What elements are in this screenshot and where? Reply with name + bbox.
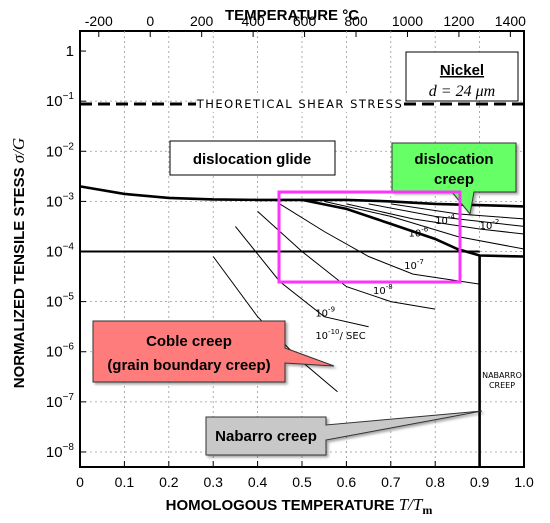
coble-creep-label-1: Coble creep xyxy=(146,333,232,350)
material-box xyxy=(405,51,519,102)
strain-rate-label: 10-7 xyxy=(404,258,424,272)
strain-rate-label: 10-4 xyxy=(435,213,455,227)
y-tick-label: 1 xyxy=(66,43,74,60)
strain-rate-contour xyxy=(279,203,480,285)
top-axis-title: TEMPERATURE °C xyxy=(225,7,359,24)
top-tick-label: 400 xyxy=(241,13,265,29)
y-tick-label: 10−5 xyxy=(46,292,75,311)
top-tick-label: 1400 xyxy=(495,13,526,29)
x-tick-label: 1.0 xyxy=(514,474,534,490)
x-tick-label: 0.2 xyxy=(159,474,179,490)
dislocation-glide-label: dislocation glide xyxy=(193,151,311,168)
coble-creep-callout xyxy=(92,320,335,383)
y-tick-label: 10−8 xyxy=(46,442,75,461)
glide-boundary-line xyxy=(79,185,525,208)
top-tick-label: 200 xyxy=(190,13,214,29)
left-axis-title: NORMALIZED TENSILE STESS σ/G xyxy=(9,138,28,388)
x-tick-label: 0 xyxy=(76,474,84,490)
bottom-axis-title: HOMOLOGOUS TEMPERATURE T/Tm xyxy=(166,495,433,517)
shear-stress-label-bg xyxy=(196,94,404,112)
nabarro-creep-label: Nabarro creep xyxy=(215,428,317,445)
x-tick-label: 0.6 xyxy=(337,474,357,490)
x-tick-label: 0.9 xyxy=(470,474,490,490)
strain-rate-label: 10-8 xyxy=(373,283,393,297)
top-tick-label: 1000 xyxy=(392,13,423,29)
creep-boundary-line xyxy=(301,198,525,258)
strain-rate-label: 10-6 xyxy=(409,225,429,239)
mechanism-boundaries xyxy=(79,185,525,467)
coble-creep-label-2: (grain boundary creep) xyxy=(107,357,270,374)
strain-rate-contour xyxy=(390,203,525,220)
y-tick-label: 10−4 xyxy=(46,242,75,261)
y-tick-label: 10−6 xyxy=(46,342,75,361)
strain-rate-contour xyxy=(257,211,436,310)
axis-ticks: 0 0.1 0.2 0.3 0.4 0.5 0.6 0.7 0.8 0.9 1.0 -200 0 200 4… xyxy=(46,13,534,490)
strain-rate-label: 10-2 xyxy=(480,218,500,232)
strain-rate-label: 10-9 xyxy=(315,306,335,320)
top-tick-label: 1200 xyxy=(443,13,474,29)
grain-size-label: d = 24 μm xyxy=(429,83,495,100)
nabarro-hand-label-2: CREEP xyxy=(489,381,515,390)
x-tick-label: 0.7 xyxy=(381,474,401,490)
y-tick-label: 10−3 xyxy=(46,191,75,210)
x-tick-label: 0.1 xyxy=(115,474,135,490)
dislocation-creep-label-1: dislocation xyxy=(414,151,493,168)
y-tick-label: 10−2 xyxy=(46,141,75,160)
shear-stress-label: THEORETICAL SHEAR STRESS xyxy=(196,97,404,111)
top-tick-label: -200 xyxy=(85,13,113,29)
x-tick-label: 0.5 xyxy=(292,474,312,490)
material-label: Nickel xyxy=(440,62,484,79)
dislocation-glide-box xyxy=(169,140,336,176)
top-tick-label: 800 xyxy=(344,13,368,29)
y-tick-label: 10−1 xyxy=(46,91,75,110)
x-tick-label: 0.8 xyxy=(425,474,445,490)
y-tick-label: 10−7 xyxy=(46,392,75,411)
nabarro-creep-callout xyxy=(205,410,483,456)
highlight-box xyxy=(277,190,462,284)
strain-rate-label: 10-10/ SEC xyxy=(315,328,365,342)
strain-rate-contour xyxy=(235,226,369,328)
top-tick-label: 0 xyxy=(146,13,154,29)
dislocation-creep-label-2: creep xyxy=(434,171,474,188)
x-tick-label: 0.3 xyxy=(203,474,223,490)
strain-rate-labels: 10-2 10-4 10-6 10-7 10-8 10-9 10-10/ SEC xyxy=(315,213,499,342)
strain-rate-contour xyxy=(368,203,525,227)
strain-rate-contour xyxy=(346,203,525,235)
strain-rate-contour xyxy=(324,200,525,250)
x-tick-label: 0.4 xyxy=(248,474,268,490)
top-tick-label: 600 xyxy=(293,13,317,29)
nabarro-hand-label-1: NABARRO xyxy=(482,371,522,380)
